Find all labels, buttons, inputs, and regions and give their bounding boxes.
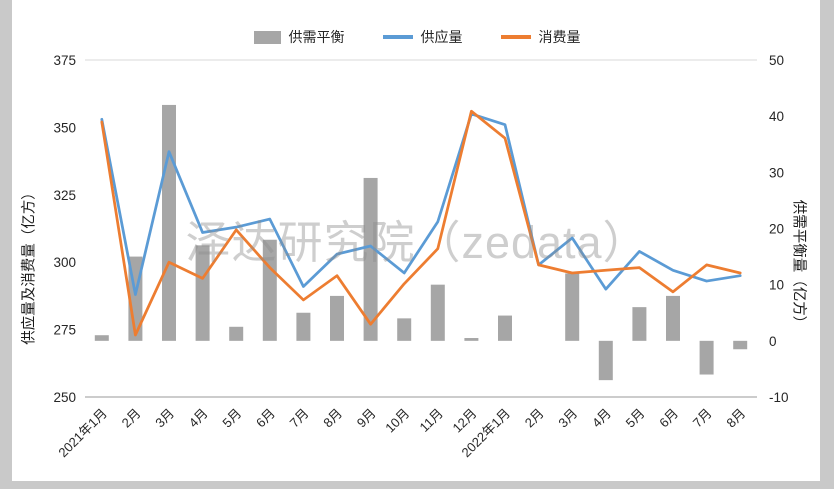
right-axis-tick-30: 30 [769, 165, 784, 180]
bar-3月 [162, 104, 176, 341]
series-line-供应量 [100, 112, 742, 296]
left-axis-tick-350: 350 [53, 120, 76, 135]
bar-3月 [565, 273, 580, 341]
right-axis-tick-0: 0 [769, 334, 777, 349]
right-axis-tick-20: 20 [769, 222, 784, 237]
x-axis-label-8月: 8月 [723, 406, 748, 431]
bar-4月 [195, 245, 210, 341]
x-axis-label-2021年1月: 2021年1月 [55, 406, 110, 461]
right-axis-title: 供需平衡量（亿方） [790, 199, 807, 331]
x-axis-label-6月: 6月 [656, 406, 681, 431]
x-axis-label-2月: 2月 [522, 406, 547, 431]
x-axis-label-8月: 8月 [320, 406, 345, 431]
x-axis-label-10月: 10月 [382, 406, 412, 436]
right-axis-tick-40: 40 [769, 109, 784, 124]
line-swatch-icon [500, 35, 531, 39]
right-axis-tick-10: 10 [769, 278, 784, 293]
left-axis-tick-325: 325 [53, 188, 76, 203]
chart-legend: 供需平衡 供应量 消费量 [0, 27, 834, 47]
x-axis-label-4月: 4月 [186, 406, 211, 431]
bar-2021年1月 [94, 335, 109, 341]
x-axis-label-12月: 12月 [449, 406, 479, 436]
bar-8月 [330, 295, 344, 341]
bar-12月 [464, 338, 479, 341]
right-axis-tick--10: -10 [769, 390, 789, 405]
bar-7月 [296, 312, 311, 341]
x-axis-label-2月: 2月 [119, 406, 144, 431]
bar-5月 [632, 307, 647, 341]
x-axis-label-3月: 3月 [555, 406, 580, 431]
x-axis-label-4月: 4月 [589, 406, 614, 431]
x-axis-label-5月: 5月 [623, 406, 648, 431]
bar-swatch-icon [253, 30, 281, 44]
x-axis-label-5月: 5月 [219, 406, 244, 431]
legend-item-供需平衡: 供需平衡 [253, 27, 345, 47]
legend-item-消费量: 消费量 [500, 27, 581, 47]
bar-6月 [666, 295, 680, 341]
bar-6月 [262, 239, 277, 341]
bar-5月 [229, 326, 244, 341]
x-axis-label-3月: 3月 [152, 406, 177, 431]
bar-4月 [598, 340, 613, 381]
bar-2022年1月 [498, 315, 512, 341]
left-axis-tick-300: 300 [53, 255, 76, 270]
left-axis-tick-375: 375 [53, 53, 76, 68]
bar-8月 [733, 340, 748, 350]
x-axis-label-7月: 7月 [690, 406, 715, 431]
x-axis-label-6月: 6月 [253, 406, 278, 431]
x-axis-label-7月: 7月 [287, 406, 312, 431]
legend-label: 供应量 [420, 29, 463, 45]
x-axis-label-9月: 9月 [354, 406, 379, 431]
x-axis-label-11月: 11月 [417, 406, 446, 435]
legend-label: 消费量 [538, 29, 581, 45]
left-axis-title: 供应量及消费量（亿方） [21, 185, 38, 345]
legend-item-供应量: 供应量 [382, 27, 463, 47]
frame-strip-right [820, 0, 834, 489]
left-axis-tick-275: 275 [53, 323, 76, 338]
legend-label: 供需平衡 [288, 29, 345, 45]
bar-11月 [430, 284, 445, 341]
right-axis-tick-50: 50 [769, 53, 784, 68]
frame-strip-left [0, 0, 12, 489]
bar-7月 [699, 340, 714, 375]
bar-10月 [397, 318, 412, 341]
bar-9月 [363, 177, 378, 341]
series-line-消费量 [100, 109, 742, 337]
line-swatch-icon [382, 35, 413, 39]
frame-strip-bottom [0, 481, 834, 489]
left-axis-tick-250: 250 [53, 390, 76, 405]
